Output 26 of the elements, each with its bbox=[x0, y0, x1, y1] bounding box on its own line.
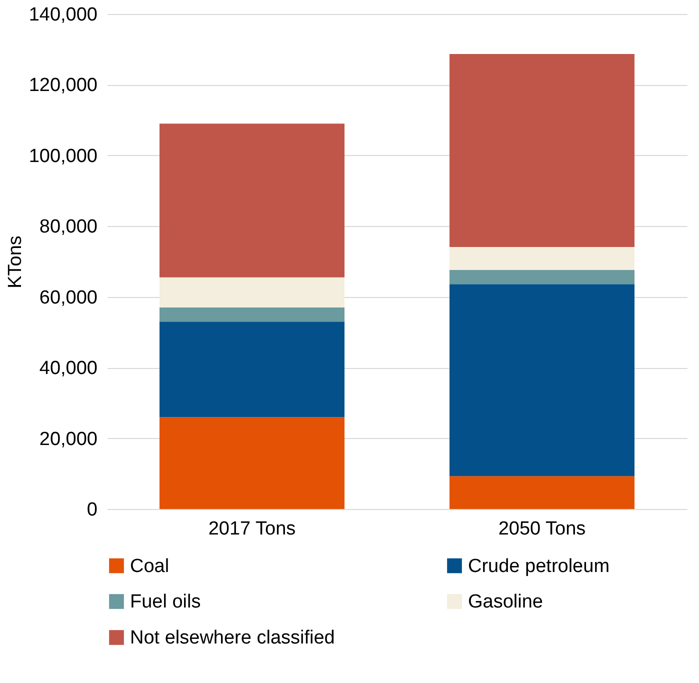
bar bbox=[160, 307, 344, 322]
bar bbox=[160, 417, 344, 509]
y-tick-label: 100,000 bbox=[28, 146, 98, 167]
y-tick-label: 140,000 bbox=[28, 4, 98, 26]
y-tick-label: 0 bbox=[86, 500, 98, 520]
y-tick-label: 80,000 bbox=[39, 216, 98, 238]
legend-label: Crude petroleum bbox=[468, 556, 610, 577]
bar bbox=[450, 476, 634, 509]
y-axis-title: KTons bbox=[4, 236, 26, 288]
y-tick-label: 40,000 bbox=[39, 358, 98, 380]
y-tick-label: 20,000 bbox=[39, 428, 98, 450]
y-tick-label: 120,000 bbox=[28, 75, 98, 96]
bar bbox=[450, 270, 634, 284]
x-tick-label: 2017 Tons bbox=[208, 518, 296, 540]
bar bbox=[160, 124, 344, 278]
bar bbox=[160, 322, 344, 418]
bar bbox=[160, 277, 344, 308]
legend-label: Coal bbox=[130, 556, 170, 577]
legend-label: Not elsewhere classified bbox=[130, 628, 335, 648]
x-tick-label: 2050 Tons bbox=[498, 518, 586, 540]
bar bbox=[450, 247, 634, 270]
bar bbox=[450, 284, 634, 476]
bar bbox=[450, 54, 634, 248]
legend-label: Fuel oils bbox=[130, 592, 201, 612]
y-tick-label: 60,000 bbox=[39, 287, 98, 308]
legend-label: Gasoline bbox=[468, 592, 543, 612]
